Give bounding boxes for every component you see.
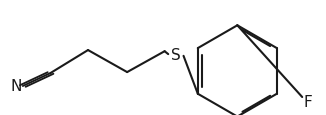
Text: F: F [304, 94, 312, 109]
Text: S: S [170, 48, 180, 63]
Text: N: N [11, 79, 22, 94]
